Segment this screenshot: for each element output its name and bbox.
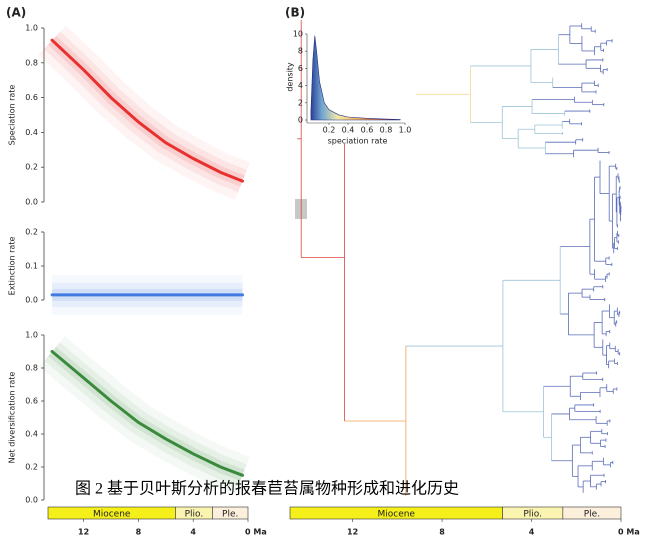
y-tick-label: 10 (293, 30, 303, 39)
panel-label: (A) (6, 6, 26, 20)
y-tick-label: 0.4 (25, 430, 38, 439)
y-tick-label: 0 (298, 116, 303, 125)
y-tick-label: 4 (298, 81, 303, 90)
y-tick-label: 0.8 (25, 364, 38, 373)
y-axis-label: density (286, 62, 295, 92)
time-tick-label: 0 Ma (245, 528, 267, 537)
inset-bg (304, 22, 416, 144)
panel-label: (B) (285, 6, 305, 20)
y-axis-label: Extinction rate (8, 237, 17, 296)
x-tick-label: 1.0 (399, 126, 412, 135)
y-axis-label: Speciation rate (8, 85, 17, 146)
time-tick-label: 4 (190, 528, 196, 537)
y-tick-label: 0.6 (25, 397, 38, 406)
y-tick-label: 0.1 (25, 262, 38, 271)
epoch-label: Ple. (584, 510, 600, 520)
phylogeny (297, 20, 622, 496)
time-tick-label: 8 (439, 528, 445, 537)
y-tick-label: 0.2 (25, 463, 38, 472)
epoch-label: Plio. (523, 510, 542, 520)
x-tick-label: 0.2 (323, 126, 336, 135)
y-tick-label: 0.2 (25, 163, 38, 172)
rate-line (50, 38, 244, 183)
y-tick-label: 0.8 (25, 58, 38, 67)
y-tick-label: 0.0 (25, 296, 38, 305)
rate-line (50, 350, 244, 477)
epoch-band (562, 506, 622, 520)
density-area (310, 35, 401, 121)
x-tick-label: 0.4 (342, 126, 355, 135)
x-tick-label: 0.6 (361, 126, 374, 135)
time-tick-label: 12 (347, 528, 358, 537)
y-tick-label: 2 (298, 98, 303, 107)
epoch-label: Miocene (377, 510, 415, 520)
y-tick-label: 6 (298, 64, 303, 73)
y-tick-label: 0.0 (25, 198, 38, 207)
epoch-label: Plio. (185, 510, 204, 520)
epoch-label: Miocene (93, 510, 131, 520)
time-tick-label: 8 (136, 528, 142, 537)
y-tick-label: 1.0 (25, 331, 38, 340)
y-axis-label: Net diversification rate (8, 372, 17, 464)
y-tick-label: 0.4 (25, 128, 38, 137)
time-tick-label: 4 (529, 528, 535, 537)
y-tick-label: 1.0 (25, 24, 38, 33)
epoch-label: Ple. (222, 510, 238, 520)
caption: 图 2 基于贝叶斯分析的报春苣苔属物种形成和进化历史 (75, 480, 459, 498)
y-tick-label: 0.6 (25, 93, 38, 102)
y-tick-label: 0.0 (25, 496, 38, 505)
y-tick-label: 0.2 (25, 228, 38, 237)
time-tick-label: 0 Ma (618, 528, 640, 537)
epoch-band (212, 506, 249, 520)
time-tick-label: 12 (78, 528, 89, 537)
x-axis-label: speciation rate (328, 137, 388, 146)
x-tick-label: 0.8 (380, 126, 393, 135)
y-tick-label: 8 (298, 47, 303, 56)
